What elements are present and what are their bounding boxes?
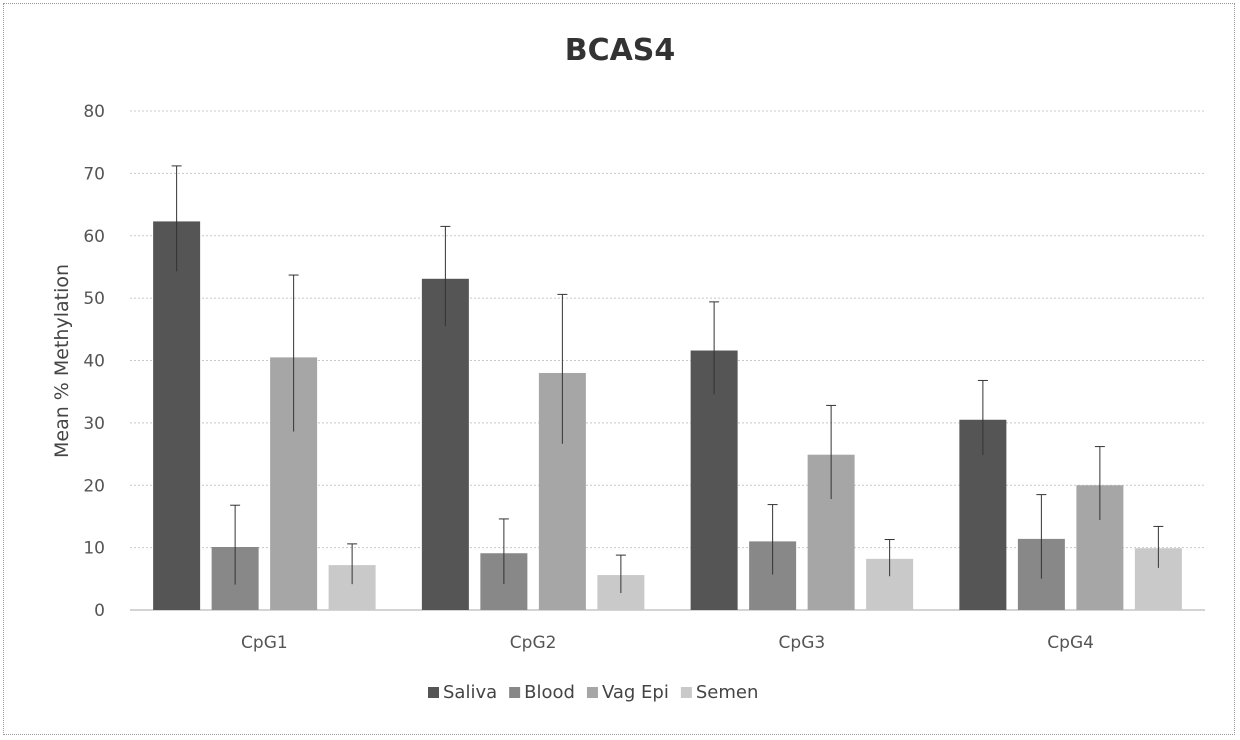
x-tick-label: CpG1 (241, 633, 288, 653)
y-tick-label: 70 (83, 164, 105, 184)
y-tick-label: 10 (83, 539, 105, 559)
legend-swatch (428, 687, 439, 698)
legend-swatch (587, 687, 598, 698)
legend-label: Blood (524, 682, 575, 703)
y-tick-label: 50 (83, 289, 105, 309)
y-tick-label: 0 (94, 601, 105, 621)
legend-swatch (509, 687, 520, 698)
legend-label: Saliva (443, 682, 497, 703)
y-axis-label: Mean % Methylation (51, 264, 73, 458)
bar-saliva (153, 221, 200, 610)
x-tick-label: CpG2 (510, 633, 557, 653)
bar-saliva (422, 279, 469, 610)
y-tick-label: 40 (83, 352, 105, 372)
legend-label: Vag Epi (602, 682, 669, 703)
chart-title: BCAS4 (565, 33, 676, 68)
bar-chart: BCAS4 Mean % Methylation 0 10 20 30 40 50 60 70… (0, 0, 1240, 740)
y-tick-label: 20 (83, 476, 105, 496)
y-tick-label: 30 (83, 414, 105, 434)
x-tick-label: CpG3 (779, 633, 826, 653)
legend-swatch (681, 687, 692, 698)
x-tick-label: CpG4 (1047, 633, 1094, 653)
y-tick-label: 80 (83, 102, 105, 122)
y-tick-label: 60 (83, 227, 105, 247)
legend-label: Semen (696, 682, 759, 703)
